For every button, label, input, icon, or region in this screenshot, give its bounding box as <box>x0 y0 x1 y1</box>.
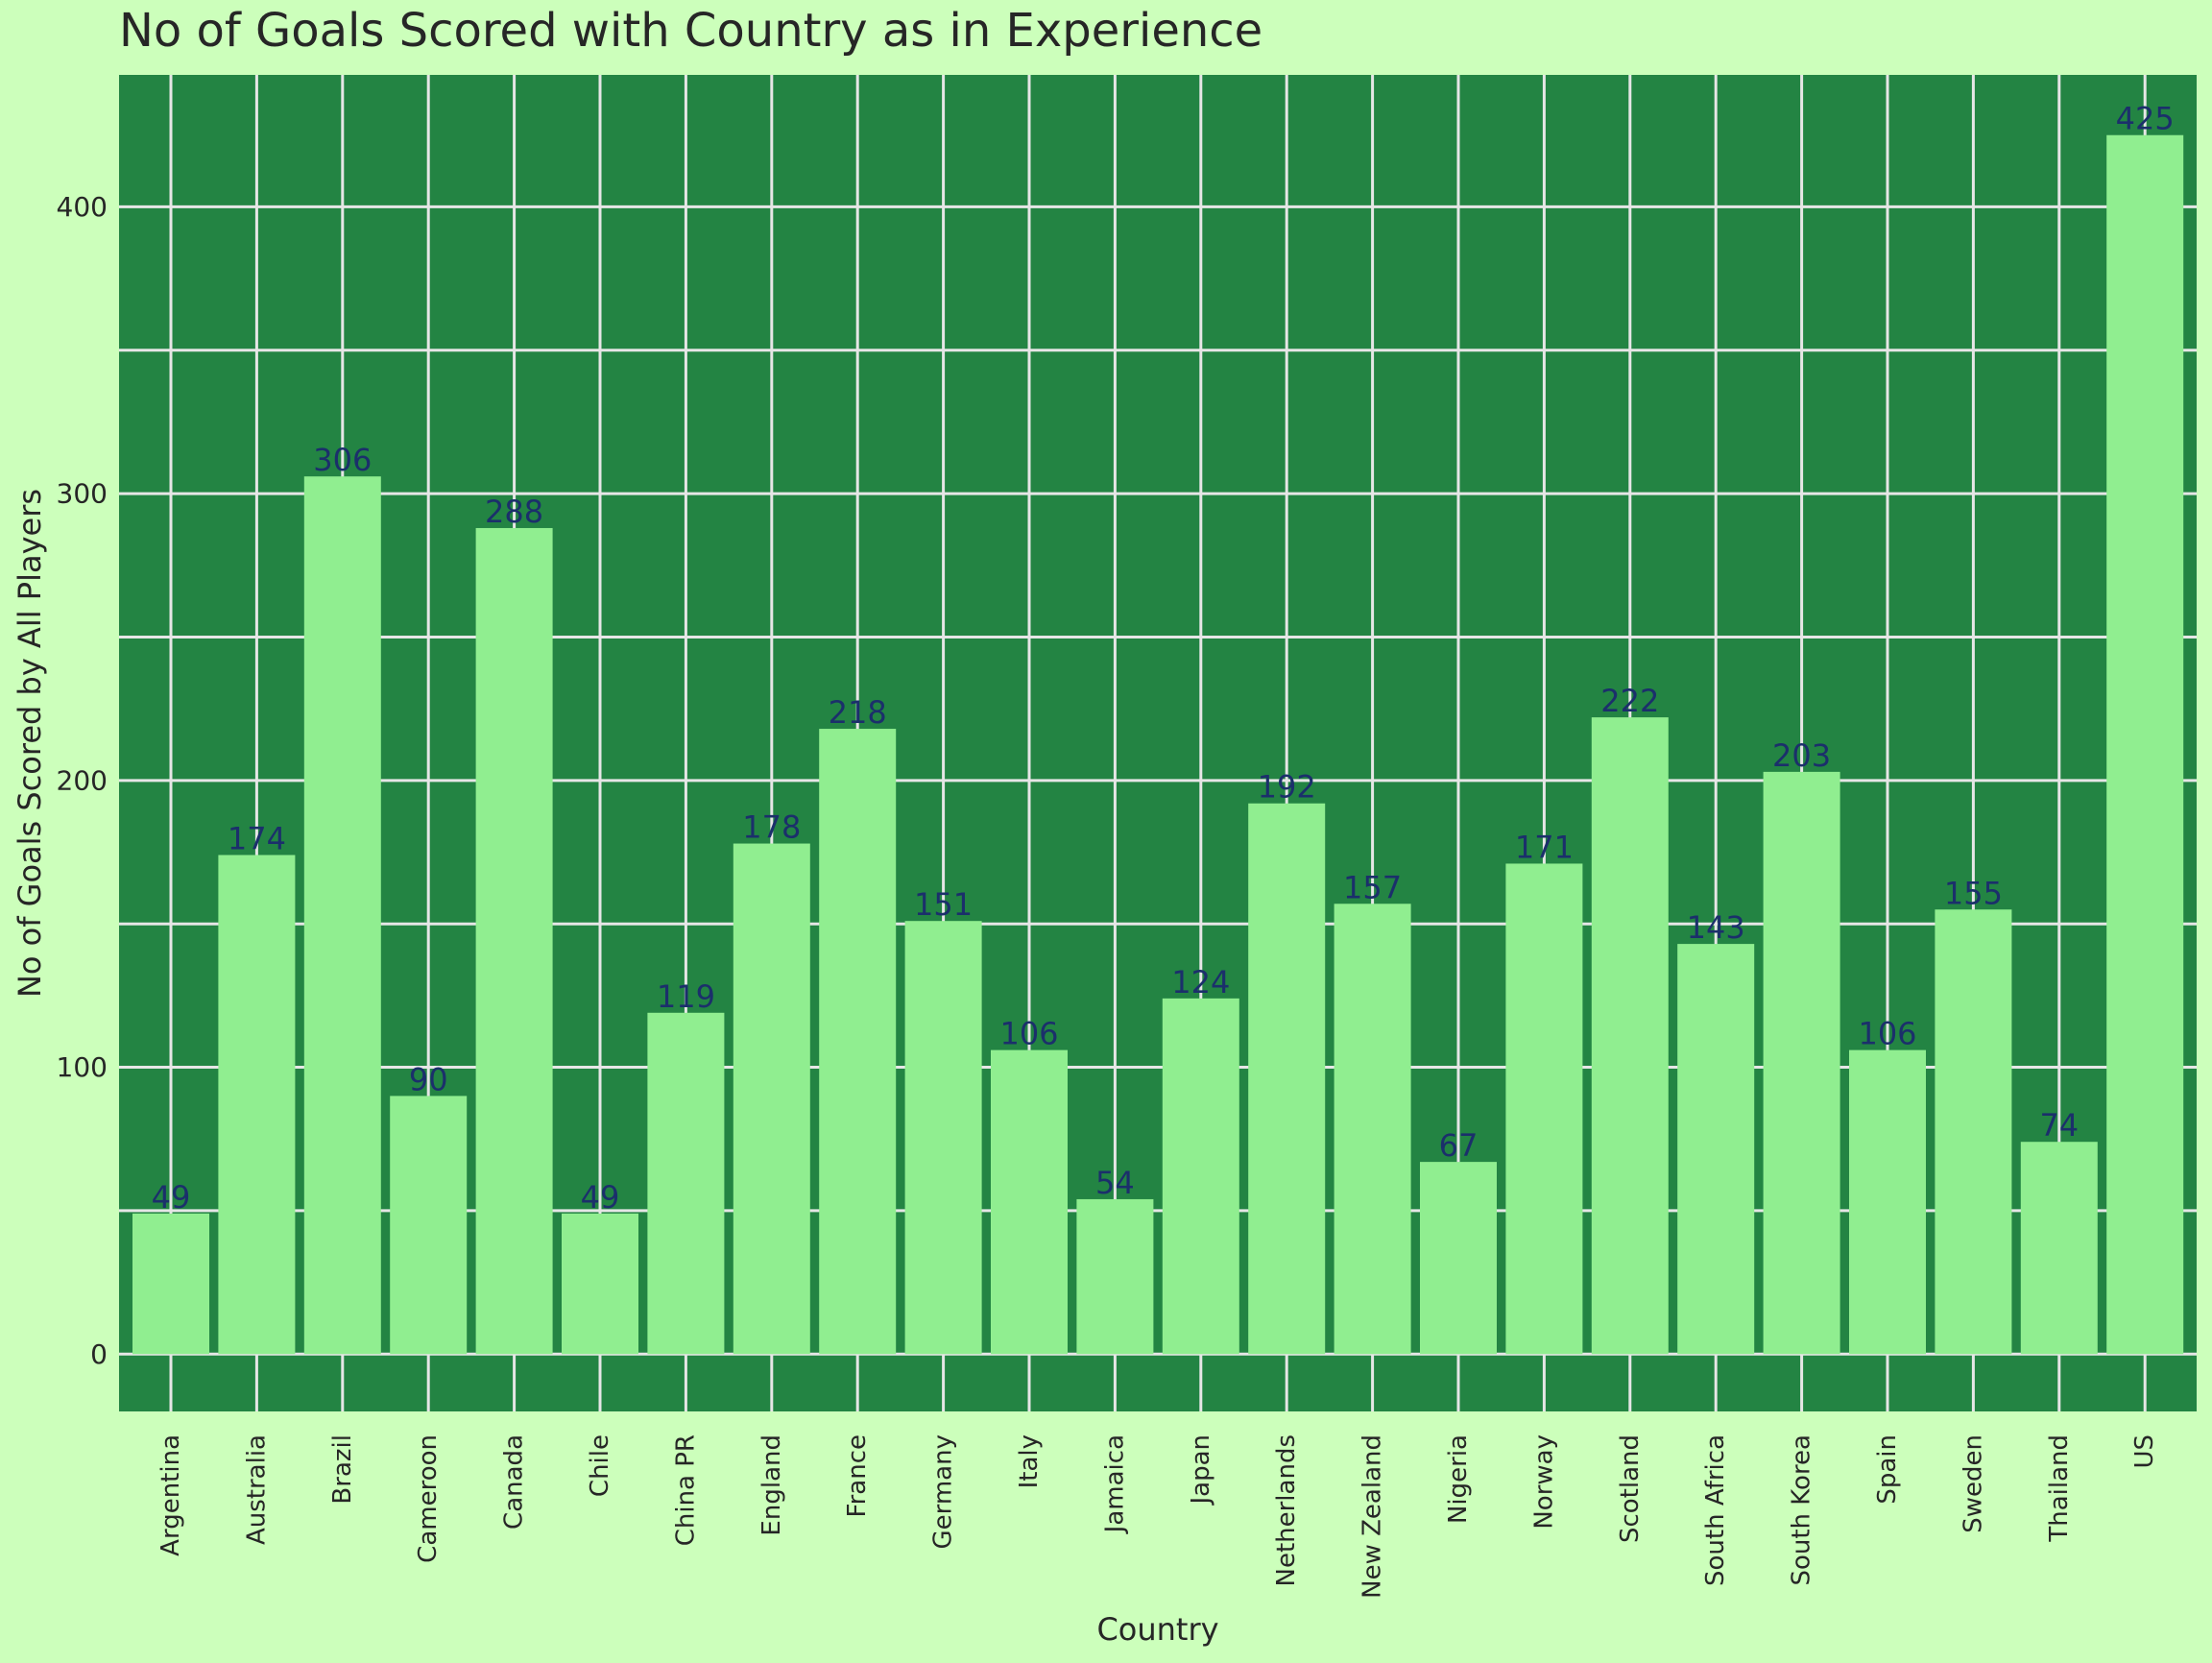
bar <box>1591 717 1669 1355</box>
bar-value-label: 192 <box>1258 769 1316 806</box>
bar <box>218 855 296 1355</box>
bar <box>1505 863 1583 1355</box>
y-tick-label: 400 <box>57 191 108 223</box>
bar <box>2020 1142 2098 1355</box>
bar-value-label: 143 <box>1687 909 1745 946</box>
bar-value-label: 203 <box>1772 737 1831 774</box>
y-tick-label: 0 <box>90 1338 108 1370</box>
bar-value-label: 178 <box>742 809 801 846</box>
bar-value-label: 157 <box>1343 869 1402 905</box>
x-tick-label: Jamaica <box>1100 1434 1129 1534</box>
bar <box>2106 134 2184 1355</box>
x-tick-label: Scotland <box>1616 1434 1645 1543</box>
x-tick-label: Sweden <box>1959 1434 1987 1533</box>
bar-value-label: 288 <box>485 494 543 530</box>
bar <box>904 921 982 1355</box>
bar-value-label: 151 <box>914 886 973 923</box>
bar <box>647 1012 725 1355</box>
x-tick-label: Norway <box>1529 1434 1558 1530</box>
x-axis-label: Country <box>1096 1611 1218 1648</box>
x-tick-label: Germany <box>929 1434 958 1550</box>
x-tick-label: China PR <box>671 1434 700 1546</box>
bar <box>1248 803 1326 1355</box>
bar-value-label: 106 <box>1858 1016 1916 1052</box>
bars <box>132 134 2184 1355</box>
bar-value-label: 124 <box>1171 964 1230 1000</box>
bar-value-label: 171 <box>1515 829 1574 865</box>
bar-value-label: 155 <box>1944 875 2003 911</box>
bar-value-label: 106 <box>999 1016 1058 1052</box>
bar-value-label: 425 <box>2116 101 2175 137</box>
chart-title: No of Goals Scored with Country as in Ex… <box>119 4 1262 58</box>
bar-value-label: 49 <box>152 1179 191 1216</box>
bar <box>1935 909 2012 1355</box>
bar <box>562 1213 638 1355</box>
bar <box>132 1213 209 1355</box>
bar-value-label: 49 <box>581 1179 620 1216</box>
bar-value-label: 90 <box>409 1061 448 1097</box>
x-tick-label: Thailand <box>2045 1434 2074 1543</box>
y-tick-label: 200 <box>57 764 108 796</box>
x-ticks: Argentina Australia Brazil Cameroon Canada Ch… <box>156 1434 2159 1599</box>
bar-value-label: 119 <box>657 978 715 1015</box>
bar <box>991 1049 1068 1355</box>
x-tick-label: France <box>843 1434 872 1517</box>
bar <box>1849 1049 1926 1355</box>
x-tick-label: Cameroon <box>414 1434 443 1563</box>
y-tick-label: 300 <box>57 478 108 510</box>
bar-value-label: 54 <box>1095 1165 1135 1201</box>
x-tick-label: Canada <box>500 1434 529 1530</box>
x-tick-label: Italy <box>1015 1434 1044 1488</box>
bar <box>390 1096 468 1355</box>
bar <box>1162 998 1239 1355</box>
bar <box>303 476 381 1355</box>
bar <box>1420 1162 1497 1355</box>
x-tick-label: Australia <box>242 1434 271 1545</box>
bar <box>475 527 553 1355</box>
bar <box>1677 944 1755 1355</box>
bar <box>1763 771 1840 1355</box>
bar-labels: 49 174 306 90 288 49 119 178 218 151 106 54 124 192 15… <box>152 101 2175 1216</box>
bar-value-label: 174 <box>228 820 286 856</box>
bar-value-label: 306 <box>313 442 372 478</box>
x-tick-label: Spain <box>1873 1434 1902 1505</box>
bar <box>733 843 810 1355</box>
y-tick-label: 100 <box>57 1051 108 1083</box>
bar <box>1334 904 1411 1355</box>
x-tick-label: Nigeria <box>1444 1434 1473 1524</box>
bar-value-label: 74 <box>2039 1107 2079 1144</box>
bar <box>1076 1198 1154 1355</box>
x-tick-label: Argentina <box>156 1434 185 1556</box>
x-tick-label: England <box>757 1434 786 1536</box>
x-tick-label: Japan <box>1187 1434 1215 1506</box>
x-tick-label: Netherlands <box>1272 1434 1301 1587</box>
bar-value-label: 222 <box>1600 683 1659 719</box>
y-axis-label: No of Goals Scored by All Players <box>12 489 48 998</box>
bar-value-label: 218 <box>829 694 887 731</box>
x-tick-label: Chile <box>586 1434 614 1497</box>
x-tick-label: US <box>2130 1434 2159 1469</box>
x-tick-label: Brazil <box>328 1434 357 1505</box>
bar <box>819 729 897 1355</box>
x-tick-label: South Africa <box>1701 1434 1730 1586</box>
x-tick-label: South Korea <box>1788 1434 1816 1586</box>
x-tick-label: New Zealand <box>1358 1434 1387 1599</box>
y-ticks: 0 100 200 300 400 <box>57 191 108 1370</box>
bar-value-label: 67 <box>1439 1127 1479 1164</box>
